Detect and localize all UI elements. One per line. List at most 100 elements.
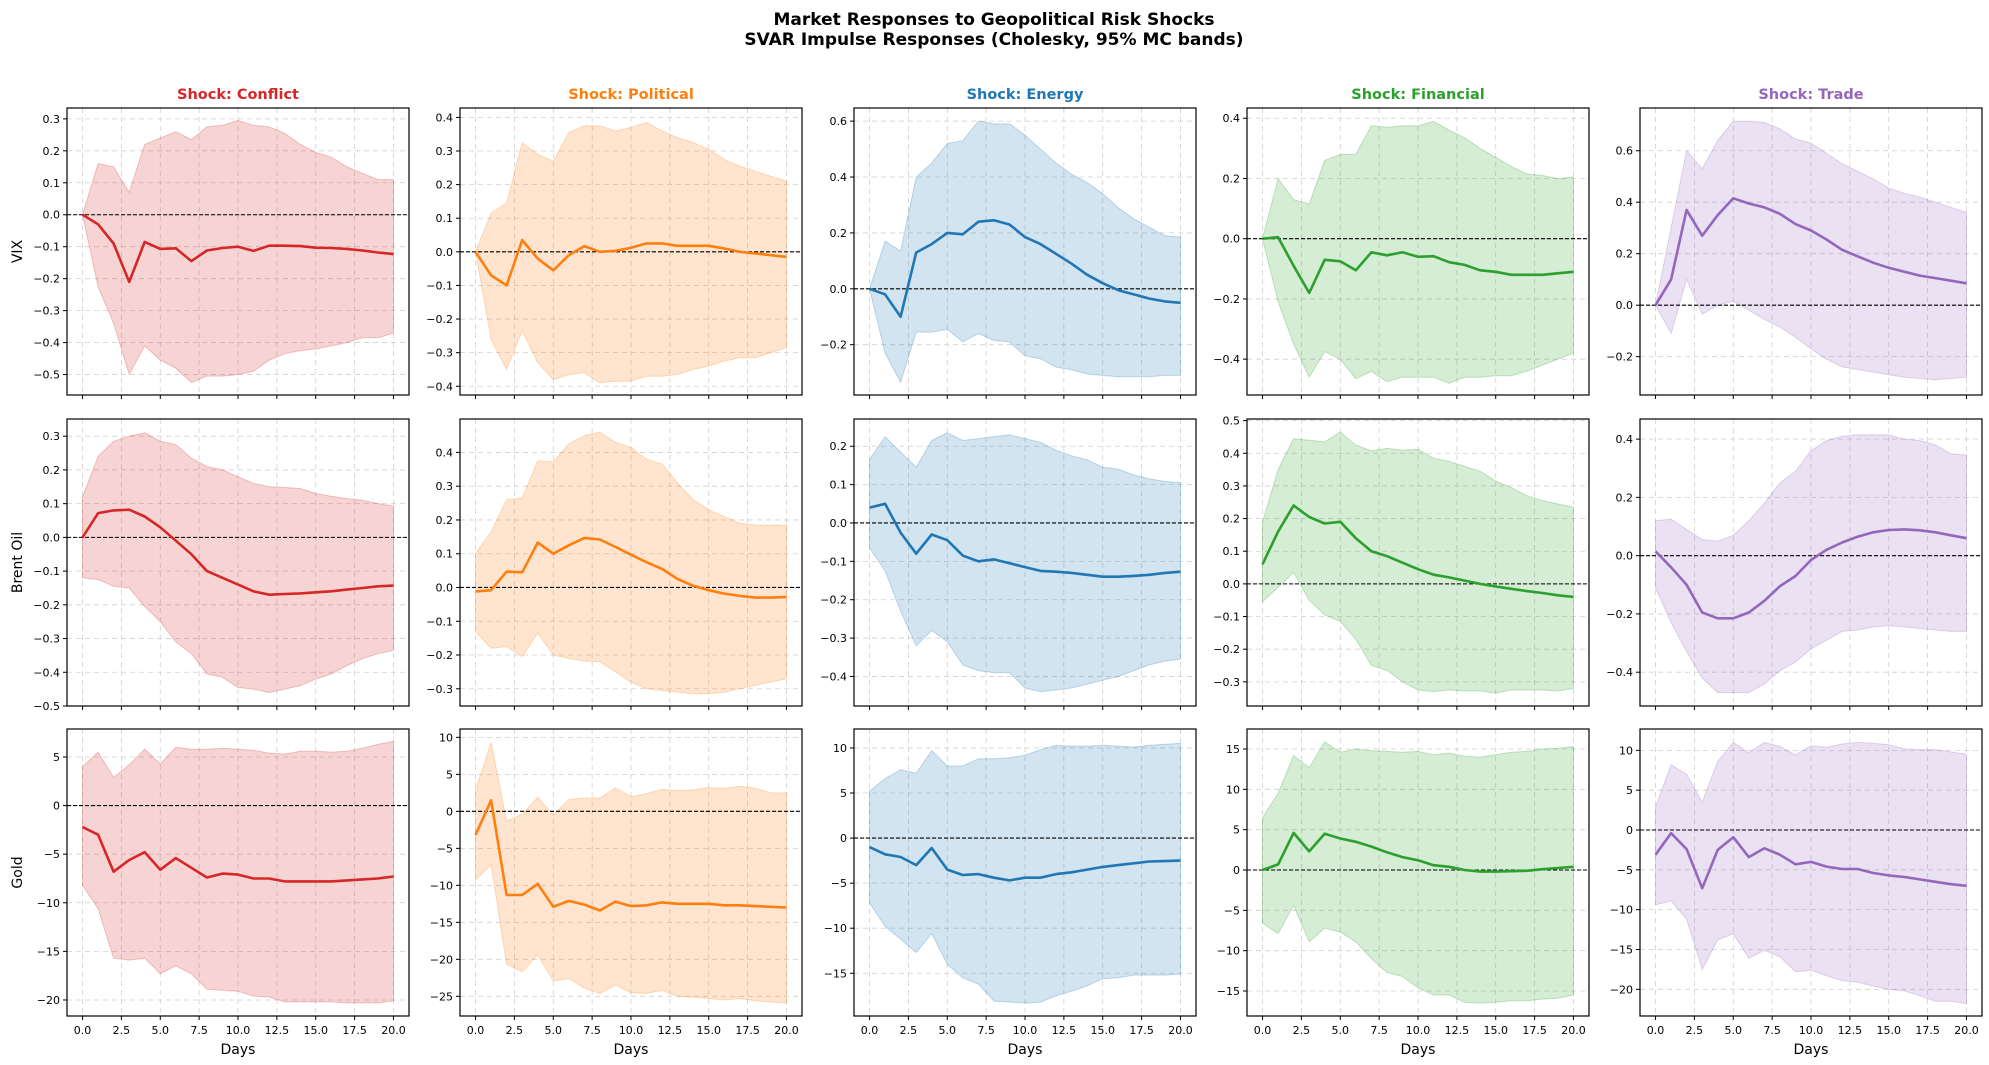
y-tick-label: 10 [833,742,847,755]
y-tick-label: −0.1 [820,555,847,568]
irf-line [1262,831,1574,873]
y-tick-label: 0.1 [436,212,454,225]
y-tick-label: −0.2 [1606,351,1633,364]
subplot-brent-oil-3: −0.3 −0.2 −0.1 0.0 0.1 0.2 0.3 0.4 0.5 [1213,415,1590,710]
y-tick-label: −0.4 [33,337,60,350]
figure-title: Market Responses to Geopolitical Risk Sh… [774,10,1215,30]
y-tick-label: −5 [437,842,453,855]
subplot-gold-3: −15 −10 −5 0 5 10 15 0.0 2.5 5.0 7.5 10.0 12.5 15.0 17… [1217,728,1590,1058]
y-tick-label: 5 [840,787,847,800]
y-tick-label: −0.3 [426,347,453,360]
x-tick-label: 17.5 [1522,1024,1547,1037]
y-tick-label: 0.2 [1223,513,1241,526]
confidence-band [1262,740,1574,1004]
y-tick-label: 0.2 [43,464,61,477]
y-tick-label: 0.4 [436,111,454,124]
y-tick-label: −10 [37,897,60,910]
y-tick-label: 0.0 [436,246,454,259]
irf-line [868,845,1181,882]
y-tick-label: −0.4 [1213,353,1240,366]
subplot-vix-3: −0.4 −0.2 0.0 0.2 0.4 Shock: Financial [1213,87,1590,399]
x-tick-label: 7.5 [1370,1024,1388,1037]
y-axis-label: Brent Oil [10,532,26,593]
confidence-band [1655,741,1967,1005]
subplot-gold-4: −20 −15 −10 −5 0 5 10 0.0 2.5 5.0 7.5 10.0 12.5 15.0 1… [1610,728,1983,1058]
x-tick-label: 7.5 [190,1024,208,1037]
y-tick-label: −0.3 [33,633,60,646]
subplot-title: Shock: Political [568,87,694,103]
x-tick-label: 7.5 [583,1024,601,1037]
y-tick-label: −20 [430,953,453,966]
y-tick-label: −0.2 [1213,293,1240,306]
y-tick-label: −10 [1610,904,1633,917]
y-tick-label: −0.2 [426,649,453,662]
y-tick-label: 0.0 [436,581,454,594]
x-axis-label: Days [1401,1042,1436,1058]
y-tick-label: −15 [1217,985,1240,998]
x-tick-label: 15.0 [1090,1024,1115,1037]
y-axis-label: Gold [10,856,26,888]
y-tick-label: −5 [1617,864,1633,877]
y-tick-label: 0.4 [1616,433,1634,446]
y-tick-label: 0.3 [43,113,61,126]
y-tick-label: −0.1 [426,615,453,628]
x-tick-label: 15.0 [696,1024,721,1037]
y-tick-label: −0.1 [426,279,453,292]
y-tick-label: 0.3 [43,430,61,443]
x-tick-label: 12.5 [658,1024,683,1037]
confidence-band [868,120,1181,384]
y-tick-label: 0.6 [830,115,848,128]
y-tick-label: −10 [430,879,453,892]
y-tick-label: −10 [824,922,847,935]
subplot-brent-oil-2: −0.4 −0.3 −0.2 −0.1 0.0 0.1 0.2 [820,418,1197,710]
x-tick-label: 10.0 [1799,1024,1824,1037]
x-tick-label: 17.5 [1129,1024,1154,1037]
y-tick-label: 0.4 [1616,196,1634,209]
y-tick-label: 0.0 [1223,578,1241,591]
y-tick-label: −15 [824,967,847,980]
x-tick-label: 10.0 [226,1024,251,1037]
y-tick-label: 0.1 [1223,545,1241,558]
x-tick-label: 0.0 [467,1024,485,1037]
x-tick-label: 20.0 [774,1024,799,1037]
x-tick-label: 0.0 [74,1024,92,1037]
y-tick-label: 0.6 [1616,145,1634,158]
x-tick-label: 5.0 [1725,1024,1743,1037]
y-tick-label: 5 [1626,784,1633,797]
y-tick-label: 0 [446,805,453,818]
y-tick-label: −10 [1217,945,1240,958]
y-tick-label: 0.0 [830,517,848,530]
y-tick-label: −0.2 [1606,608,1633,621]
x-tick-label: 17.5 [735,1024,760,1037]
confidence-band [474,121,787,384]
x-tick-label: 0.0 [1254,1024,1272,1037]
y-tick-label: 0.4 [1223,447,1241,460]
y-tick-label: 5 [446,768,453,781]
x-tick-label: 15.0 [1876,1024,1901,1037]
subplot-gold-2: −15 −10 −5 0 5 10 0.0 2.5 5.0 7.5 10.0 12.5 15.0 17.5… [824,728,1197,1058]
x-tick-label: 5.0 [939,1024,957,1037]
x-axis-label: Days [221,1042,256,1058]
x-tick-label: 10.0 [1013,1024,1038,1037]
y-tick-label: −0.2 [820,339,847,352]
y-tick-label: 0.0 [1223,233,1241,246]
x-tick-label: 12.5 [1052,1024,1077,1037]
y-tick-label: 0.2 [1223,172,1241,185]
x-tick-label: 20.0 [1954,1024,1979,1037]
y-tick-label: 0.4 [830,171,848,184]
y-tick-label: 0.3 [436,145,454,158]
subplot-gold-1: −25 −20 −15 −10 −5 0 5 10 0.0 2.5 5.0 7.5 10.0 12.5 15… [430,728,803,1058]
y-tick-label: 0 [53,800,60,813]
y-tick-label: −15 [430,916,453,929]
x-tick-label: 20.0 [381,1024,406,1037]
y-tick-label: 0.0 [1616,550,1634,563]
y-tick-label: 5 [1233,824,1240,837]
confidence-band [869,742,1181,1004]
y-tick-label: −0.5 [33,700,60,713]
x-tick-label: 12.5 [1838,1024,1863,1037]
y-tick-label: 15 [1226,743,1240,756]
confidence-band [82,740,394,1004]
y-tick-label: −0.3 [1213,676,1240,689]
y-tick-label: 0.0 [830,283,848,296]
x-tick-label: 7.5 [977,1024,995,1037]
